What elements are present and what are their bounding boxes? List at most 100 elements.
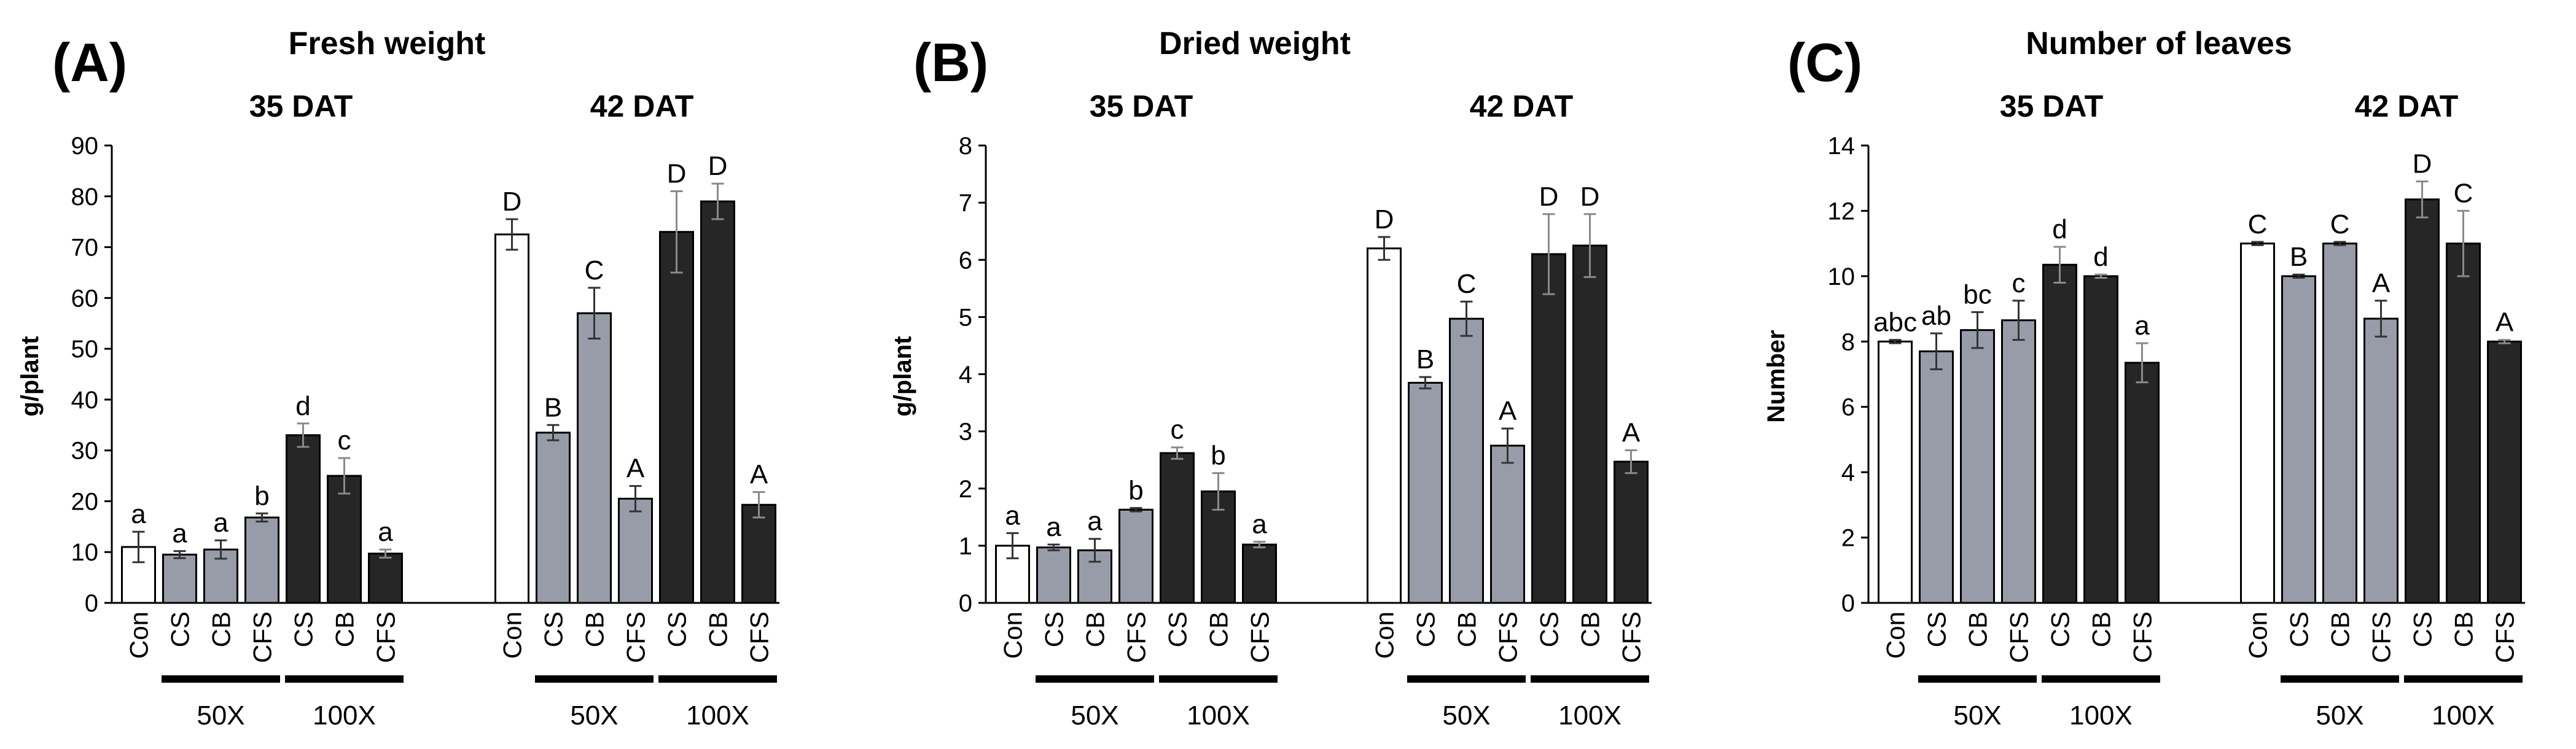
- significance-letter: C: [2330, 209, 2350, 239]
- category-label: CB: [1081, 611, 1110, 647]
- panel-a-group-2-label: 42 DAT: [590, 89, 694, 123]
- category-label: CS: [1922, 611, 1951, 647]
- category-label: CS: [1535, 611, 1564, 647]
- bar: [1572, 244, 1607, 604]
- significance-letter: c: [338, 425, 351, 456]
- panel-c-group-2-label: 42 DAT: [2355, 89, 2459, 123]
- category-label: CFS: [248, 611, 277, 663]
- bar: [2363, 317, 2398, 604]
- significance-letter: D: [1539, 182, 1559, 212]
- significance-letter: abc: [1873, 308, 1917, 338]
- bar: [162, 553, 197, 604]
- bar: [1036, 546, 1071, 604]
- y-tick-label: 2: [1841, 525, 1855, 552]
- category-label: CS: [1411, 611, 1440, 647]
- dose-bar: [1407, 675, 1526, 683]
- panel-c-ylabel: Number: [1763, 330, 1790, 422]
- y-tick-label: 70: [71, 235, 99, 262]
- y-tick-label: 0: [85, 590, 98, 617]
- significance-letter: A: [750, 460, 768, 490]
- significance-letter: a: [1005, 500, 1020, 530]
- dose-bar: [1036, 675, 1154, 683]
- category-label: CFS: [1494, 611, 1523, 663]
- bar: [2446, 243, 2481, 604]
- category-label: CS: [663, 611, 692, 647]
- y-tick-label: 3: [959, 419, 972, 446]
- bar: [1490, 444, 1525, 604]
- bar: [1878, 340, 1913, 604]
- category-label: CB: [1453, 611, 1481, 647]
- significance-letter: D: [2413, 149, 2432, 179]
- significance-letter: D: [502, 187, 522, 217]
- bar: [741, 503, 776, 604]
- dose-bar: [2404, 675, 2523, 683]
- panel-b-group-1-label: 35 DAT: [1090, 89, 1193, 123]
- bar: [286, 434, 321, 604]
- dose-bar: [658, 675, 777, 683]
- category-label: CB: [330, 611, 359, 647]
- panel-a-group-1-label: 35 DAT: [249, 89, 353, 123]
- significance-letter: A: [2372, 268, 2391, 298]
- panel-c-label: (C): [1787, 32, 1862, 93]
- bar: [1118, 508, 1153, 604]
- y-tick-label: 2: [959, 476, 972, 503]
- dose-bar: [1918, 675, 2037, 683]
- category-label: CFS: [2491, 611, 2519, 663]
- y-tick-label: 4: [959, 362, 972, 389]
- category-label: CFS: [2005, 611, 2034, 663]
- category-label: CB: [1964, 611, 1992, 647]
- y-tick-label: 6: [1841, 394, 1855, 421]
- significance-letter: a: [378, 517, 393, 547]
- bar: [1367, 247, 1402, 604]
- significance-letter: A: [1622, 417, 1641, 448]
- significance-letter: c: [2012, 268, 2026, 298]
- category-label: CB: [2087, 611, 2116, 647]
- y-tick-label: 50: [71, 336, 99, 363]
- y-tick-label: 10: [1828, 263, 1856, 290]
- dose-bar: [535, 675, 654, 683]
- category-label: CB: [580, 611, 609, 647]
- significance-letter: B: [1416, 344, 1434, 374]
- category-label: CFS: [372, 611, 400, 663]
- bar: [1077, 549, 1112, 604]
- y-tick-label: 6: [959, 247, 972, 274]
- y-tick-label: 80: [71, 184, 99, 211]
- y-tick-label: 0: [1841, 590, 1855, 617]
- significance-letter: C: [585, 255, 604, 285]
- bar: [1614, 460, 1649, 604]
- dose-bar: [2281, 675, 2399, 683]
- category-label: Con: [1881, 611, 1910, 659]
- significance-letter: C: [2454, 178, 2473, 208]
- category-label: CFS: [1246, 611, 1274, 663]
- significance-letter: a: [1252, 509, 1267, 539]
- significance-letter: ab: [1921, 301, 1951, 331]
- significance-letter: a: [131, 499, 146, 529]
- panel-b-group-2-label: 42 DAT: [1470, 89, 1574, 123]
- significance-letter: a: [2134, 311, 2150, 341]
- significance-letter: D: [1580, 182, 1600, 212]
- significance-letter: a: [213, 508, 228, 538]
- category-label: CB: [207, 611, 236, 647]
- category-label: CFS: [1617, 611, 1646, 663]
- y-tick-label: 4: [1841, 459, 1855, 486]
- significance-letter: B: [2290, 242, 2308, 272]
- dose-label: 50X: [1442, 700, 1490, 731]
- category-label: CB: [1204, 611, 1233, 647]
- bar: [327, 475, 362, 604]
- panel-b-label: (B): [913, 32, 988, 93]
- category-label: Con: [2244, 611, 2273, 659]
- bar: [2281, 275, 2316, 604]
- bar: [1919, 350, 1954, 604]
- bar: [1531, 253, 1566, 604]
- dose-label: 100X: [1187, 700, 1250, 731]
- y-tick-label: 30: [71, 438, 99, 465]
- bar: [368, 553, 403, 604]
- category-label: Con: [125, 611, 154, 659]
- significance-letter: b: [1128, 475, 1143, 505]
- bar: [1449, 317, 1484, 604]
- category-label: Con: [999, 611, 1028, 659]
- bar: [1160, 452, 1195, 604]
- bar: [536, 432, 571, 604]
- dose-bar: [285, 675, 404, 683]
